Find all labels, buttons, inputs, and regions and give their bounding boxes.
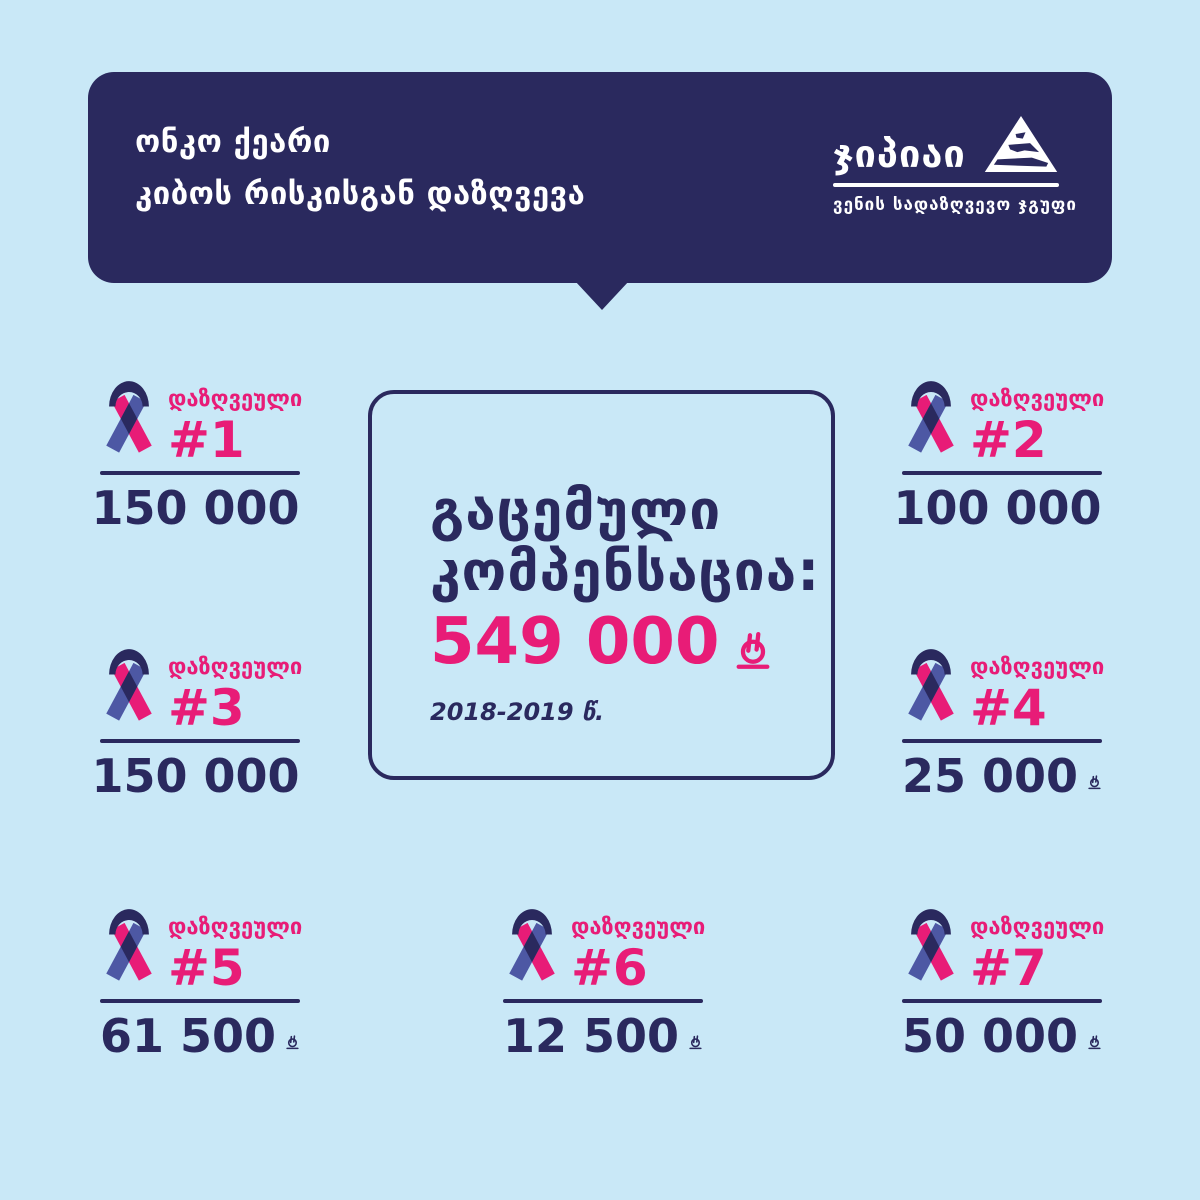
logo-subtitle: ვენის სადაზღვევო ჯგუფი	[833, 195, 1077, 215]
insured-label: დაზღვეული	[970, 387, 1105, 412]
awareness-ribbon-icon	[908, 649, 954, 721]
insured-label: დაზღვეული	[168, 915, 303, 940]
insured-number: #7	[970, 939, 1047, 997]
lari-currency-icon	[689, 1035, 702, 1050]
total-amount: 549 000	[430, 610, 831, 674]
insured-amount-value: 150 000	[91, 749, 300, 803]
company-logo: ჯიპიაი ვენის სადაზღვევო ჯგუფი	[833, 112, 1077, 215]
insured-amount: 150 000	[91, 752, 300, 800]
page-title: ონკო ქეარი კიბოს რისკისგან დაზღვევა	[135, 116, 585, 220]
mountain-icon	[984, 115, 1058, 173]
insured-label: დაზღვეული	[571, 915, 706, 940]
insured-number: #5	[168, 939, 245, 997]
divider	[100, 999, 300, 1003]
lari-currency-icon	[286, 1035, 299, 1050]
divider	[100, 471, 300, 475]
insured-amount: 50 000	[902, 1012, 1102, 1060]
insured-amount-value: 25 000	[902, 749, 1079, 803]
insured-item-6: დაზღვეული #6 12 500	[503, 901, 706, 1060]
awareness-ribbon-icon	[106, 649, 152, 721]
insured-item-4: დაზღვეული #4 25 000	[902, 641, 1105, 800]
compensation-summary-card: გაცემული კომპენსაცია: 549 000 2018-2019 …	[368, 390, 835, 780]
insured-amount: 25 000	[902, 752, 1102, 800]
title-line-2: კიბოს რისკისგან დაზღვევა	[135, 176, 586, 212]
awareness-ribbon-icon	[908, 381, 954, 453]
lari-currency-icon	[1088, 1035, 1101, 1050]
divider	[100, 739, 300, 743]
insured-amount-value: 50 000	[902, 1009, 1079, 1063]
insured-item-1: დაზღვეული #1 150 000	[91, 373, 303, 532]
divider	[902, 471, 1102, 475]
insured-amount-value: 100 000	[893, 481, 1102, 535]
insured-label: დაზღვეული	[970, 655, 1105, 680]
header-bubble: ონკო ქეარი კიბოს რისკისგან დაზღვევა ჯიპი…	[88, 72, 1112, 283]
insured-item-5: დაზღვეული #5 61 500	[100, 901, 303, 1060]
insured-number: #3	[168, 679, 245, 737]
divider	[902, 739, 1102, 743]
insured-label: დაზღვეული	[168, 655, 303, 680]
insured-amount-value: 61 500	[100, 1009, 277, 1063]
summary-title-line-2: კომპენსაცია:	[430, 539, 821, 603]
insured-amount: 12 500	[503, 1012, 703, 1060]
insured-amount-value: 150 000	[91, 481, 300, 535]
divider	[902, 999, 1102, 1003]
awareness-ribbon-icon	[509, 909, 555, 981]
insured-label: დაზღვეული	[168, 387, 303, 412]
insured-number: #1	[168, 411, 245, 469]
insured-number: #6	[571, 939, 648, 997]
bubble-tail	[575, 281, 629, 310]
lari-currency-icon	[1088, 775, 1101, 790]
insured-item-3: დაზღვეული #3 150 000	[91, 641, 303, 800]
lari-currency-icon	[737, 632, 770, 669]
period-label: 2018-2019 წ.	[430, 698, 605, 726]
insured-label: დაზღვეული	[970, 915, 1105, 940]
title-line-1: ონკო ქეარი	[135, 124, 331, 160]
insured-number: #4	[970, 679, 1047, 737]
insured-item-2: დაზღვეული #2 100 000	[893, 373, 1105, 532]
insured-amount: 150 000	[91, 484, 300, 532]
awareness-ribbon-icon	[908, 909, 954, 981]
logo-underline	[833, 183, 1059, 187]
insured-item-7: დაზღვეული #7 50 000	[902, 901, 1105, 1060]
total-amount-value: 549 000	[430, 605, 720, 679]
awareness-ribbon-icon	[106, 381, 152, 453]
insured-amount: 100 000	[893, 484, 1102, 532]
insured-number: #2	[970, 411, 1047, 469]
awareness-ribbon-icon	[106, 909, 152, 981]
summary-title-line-1: გაცემული	[430, 478, 722, 542]
logo-name: ჯიპიაი	[833, 132, 966, 176]
divider	[503, 999, 703, 1003]
insured-amount: 61 500	[100, 1012, 300, 1060]
insured-amount-value: 12 500	[503, 1009, 680, 1063]
